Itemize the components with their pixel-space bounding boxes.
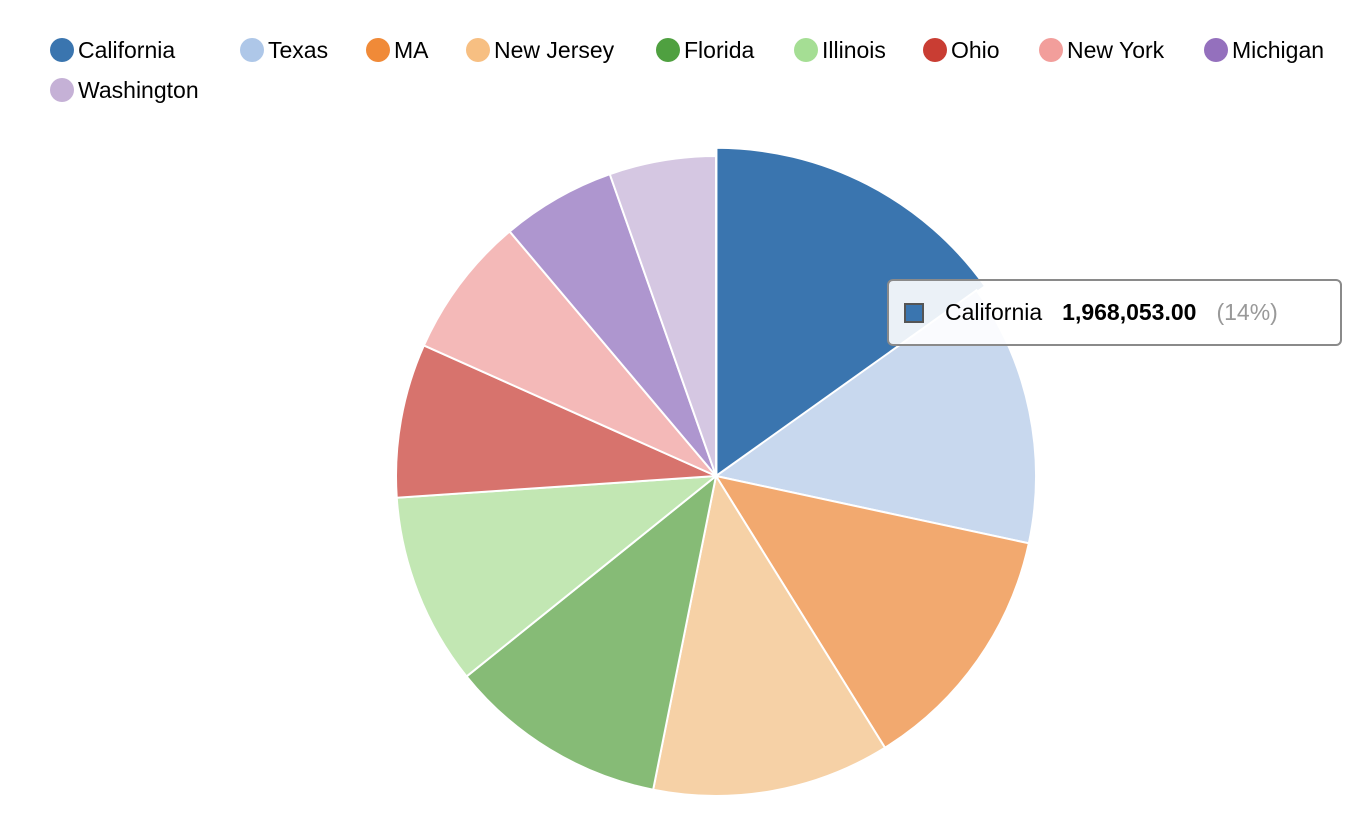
legend-item[interactable]: California	[50, 35, 175, 65]
legend-item[interactable]: MA	[366, 35, 429, 65]
legend-label: Florida	[684, 36, 755, 63]
legend-dot	[50, 78, 74, 102]
legend-dot	[50, 38, 74, 62]
tooltip-percent: (14%)	[1216, 299, 1278, 325]
pie-slice-california[interactable]	[715, 146, 987, 480]
tooltip-swatch	[904, 302, 924, 323]
legend-label: New York	[1067, 36, 1165, 63]
pie-slice-florida[interactable]	[465, 473, 718, 791]
legend-item[interactable]: Michigan	[1204, 35, 1324, 65]
legend-dot	[1204, 38, 1228, 62]
legend-dot	[923, 38, 947, 62]
chart-tooltip: California 1,968,053.00 (14%)	[887, 279, 1342, 346]
pie-slice-ohio[interactable]	[395, 344, 717, 499]
pie-slice-ma[interactable]	[713, 474, 1031, 750]
pie-slice-illinois[interactable]	[395, 474, 720, 678]
legend-item[interactable]: Ohio	[923, 35, 1000, 65]
legend-label: Texas	[268, 36, 329, 63]
chart-legend: California Texas MA New Jersey Florida Illino…	[0, 0, 1370, 120]
legend-label: Michigan	[1232, 36, 1325, 63]
pie-slice-new-york[interactable]	[422, 230, 717, 477]
legend-item[interactable]: Florida	[656, 35, 754, 65]
legend-item[interactable]: New York	[1039, 35, 1164, 65]
legend-item[interactable]: New Jersey	[466, 35, 614, 65]
legend-dot	[794, 38, 818, 62]
tooltip-value: 1,968,053.00	[1062, 299, 1197, 325]
legend-label: MA	[394, 36, 429, 63]
pie-slice-new-jersey[interactable]	[651, 473, 887, 797]
legend-dot	[366, 38, 390, 62]
legend-item[interactable]: Washington	[50, 75, 199, 105]
legend-dot	[240, 38, 264, 62]
legend-label: Ohio	[951, 36, 1000, 63]
pie-slice-washington[interactable]	[608, 154, 717, 477]
legend-label: California	[78, 36, 176, 63]
legend-dot	[656, 38, 680, 62]
tooltip-key: California	[945, 299, 1043, 325]
legend-label: Illinois	[822, 36, 886, 63]
legend-item[interactable]: Texas	[240, 35, 328, 65]
legend-label: New Jersey	[494, 36, 615, 63]
legend-label: Washington	[78, 76, 199, 103]
legend-dot	[466, 38, 490, 62]
legend-dot	[1039, 38, 1063, 62]
legend-item[interactable]: Illinois	[794, 35, 886, 65]
